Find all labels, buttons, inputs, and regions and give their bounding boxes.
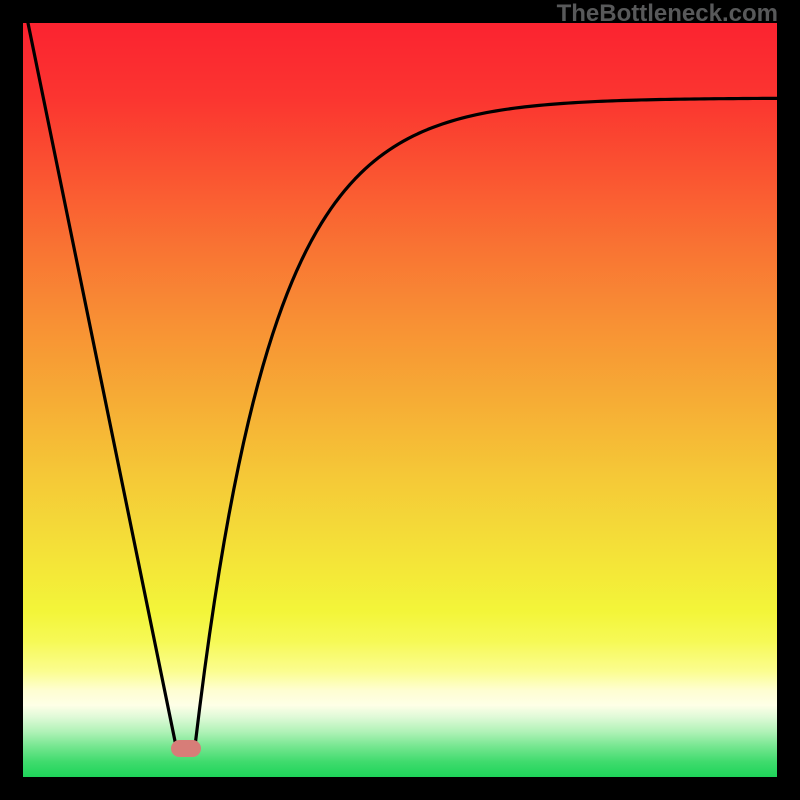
chart-container: TheBottleneck.com <box>0 0 800 800</box>
optimal-point-marker <box>171 740 201 757</box>
watermark-text: TheBottleneck.com <box>557 0 778 28</box>
bottleneck-curve <box>23 23 777 777</box>
plot-area <box>23 23 777 777</box>
